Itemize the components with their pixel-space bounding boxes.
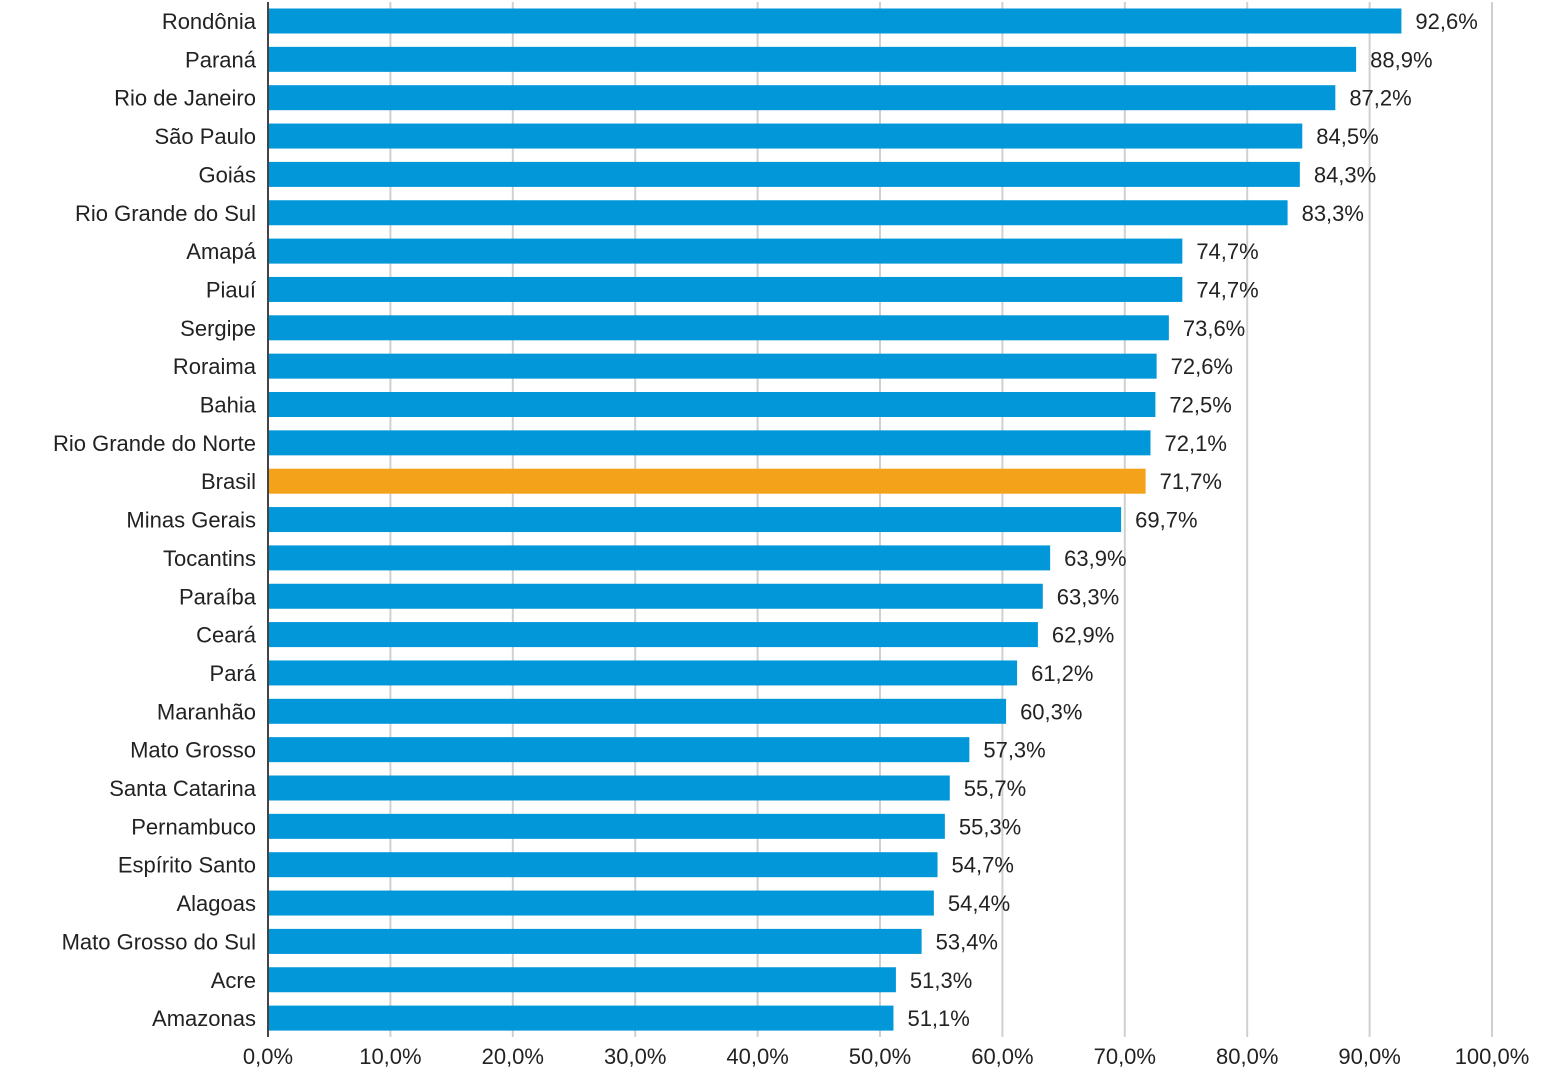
value-label: 62,9% — [1052, 623, 1114, 648]
bar — [268, 276, 1183, 302]
value-label: 72,6% — [1171, 354, 1233, 379]
x-tick-labels: 0,0% 10,0% 20,0% 30,0% 40,0% 50,0% 60,0% 70,0% 8… — [243, 1044, 1529, 1069]
bar — [268, 852, 938, 878]
bars — [268, 8, 1402, 1031]
bar — [268, 622, 1038, 648]
bar — [268, 890, 934, 916]
value-label: 53,4% — [936, 929, 998, 954]
category-label: Paraná — [185, 47, 257, 72]
value-label: 57,3% — [983, 738, 1045, 763]
bar — [268, 967, 896, 993]
value-label: 69,7% — [1135, 508, 1197, 533]
category-label: Espírito Santo — [118, 853, 256, 878]
value-label: 73,6% — [1183, 316, 1245, 341]
value-label: 63,3% — [1057, 584, 1119, 609]
category-label: Rio Grande do Norte — [53, 431, 256, 456]
value-label: 55,3% — [959, 814, 1021, 839]
category-label: Pará — [210, 661, 257, 686]
x-tick-label: 50,0% — [849, 1044, 911, 1069]
value-label: 51,1% — [907, 1006, 969, 1031]
bar — [268, 85, 1336, 111]
bar — [268, 430, 1151, 456]
category-label: Mato Grosso do Sul — [62, 929, 256, 954]
category-label: São Paulo — [154, 124, 256, 149]
category-label: Amapá — [186, 239, 256, 264]
bar — [268, 161, 1300, 187]
value-label: 61,2% — [1031, 661, 1093, 686]
category-label: Piauí — [206, 277, 256, 302]
x-tick-label: 10,0% — [359, 1044, 421, 1069]
category-label: Goiás — [199, 162, 256, 187]
bar — [268, 123, 1303, 149]
x-tick-label: 30,0% — [604, 1044, 666, 1069]
value-label: 88,9% — [1370, 47, 1432, 72]
category-label: Santa Catarina — [109, 776, 257, 801]
x-tick-label: 70,0% — [1094, 1044, 1156, 1069]
bar — [268, 507, 1122, 533]
category-label: Rondônia — [162, 9, 257, 34]
category-label: Tocantins — [163, 546, 256, 571]
category-label: Paraíba — [179, 584, 257, 609]
category-label: Sergipe — [180, 316, 256, 341]
value-label: 84,3% — [1314, 162, 1376, 187]
bar — [268, 660, 1018, 686]
category-label: Roraima — [173, 354, 257, 379]
bar — [268, 200, 1288, 226]
category-label: Maranhão — [157, 699, 256, 724]
category-label: Rio Grande do Sul — [75, 201, 256, 226]
value-label: 55,7% — [964, 776, 1026, 801]
value-label: 74,7% — [1196, 277, 1258, 302]
value-label: 84,5% — [1316, 124, 1378, 149]
category-label: Brasil — [201, 469, 256, 494]
value-label: 54,7% — [952, 853, 1014, 878]
x-tick-label: 20,0% — [482, 1044, 544, 1069]
x-tick-label: 100,0% — [1455, 1044, 1530, 1069]
category-label: Amazonas — [152, 1006, 256, 1031]
value-label: 87,2% — [1349, 86, 1411, 111]
value-label: 83,3% — [1302, 201, 1364, 226]
bar — [268, 315, 1169, 341]
bar — [268, 353, 1157, 379]
x-tick-label: 60,0% — [971, 1044, 1033, 1069]
value-label: 72,1% — [1165, 431, 1227, 456]
bar — [268, 46, 1357, 72]
value-label: 72,5% — [1169, 393, 1231, 418]
category-label: Mato Grosso — [130, 738, 256, 763]
category-label: Bahia — [200, 393, 257, 418]
bar — [268, 8, 1402, 34]
x-tick-label: 0,0% — [243, 1044, 293, 1069]
category-label: Pernambuco — [131, 814, 256, 839]
bar — [268, 928, 922, 954]
bar — [268, 813, 945, 839]
x-tick-label: 80,0% — [1216, 1044, 1278, 1069]
bar — [268, 238, 1183, 264]
category-label: Alagoas — [176, 891, 256, 916]
value-label: 71,7% — [1160, 469, 1222, 494]
bar — [268, 1005, 894, 1031]
bar — [268, 583, 1043, 609]
x-tick-label: 90,0% — [1338, 1044, 1400, 1069]
category-labels: Rondônia Paraná Rio de Janeiro São Paulo Goi… — [53, 9, 257, 1031]
value-label: 92,6% — [1415, 9, 1477, 34]
bar — [268, 698, 1007, 724]
value-label: 51,3% — [910, 968, 972, 993]
value-label: 63,9% — [1064, 546, 1126, 571]
bar — [268, 775, 950, 801]
category-label: Rio de Janeiro — [114, 86, 256, 111]
category-label: Acre — [211, 968, 256, 993]
bar — [268, 392, 1156, 417]
bar-brasil-highlight — [268, 468, 1146, 494]
x-tick-label: 40,0% — [726, 1044, 788, 1069]
value-labels: 92,6% 88,9% 87,2% 84,5% 84,3% 83,3% 74,7% 74,7%… — [907, 9, 1477, 1031]
bar — [268, 737, 970, 763]
value-label: 60,3% — [1020, 699, 1082, 724]
value-label: 54,4% — [948, 891, 1010, 916]
category-label: Minas Gerais — [126, 508, 256, 533]
category-label: Ceará — [196, 623, 257, 648]
value-label: 74,7% — [1196, 239, 1258, 264]
bar — [268, 545, 1051, 571]
